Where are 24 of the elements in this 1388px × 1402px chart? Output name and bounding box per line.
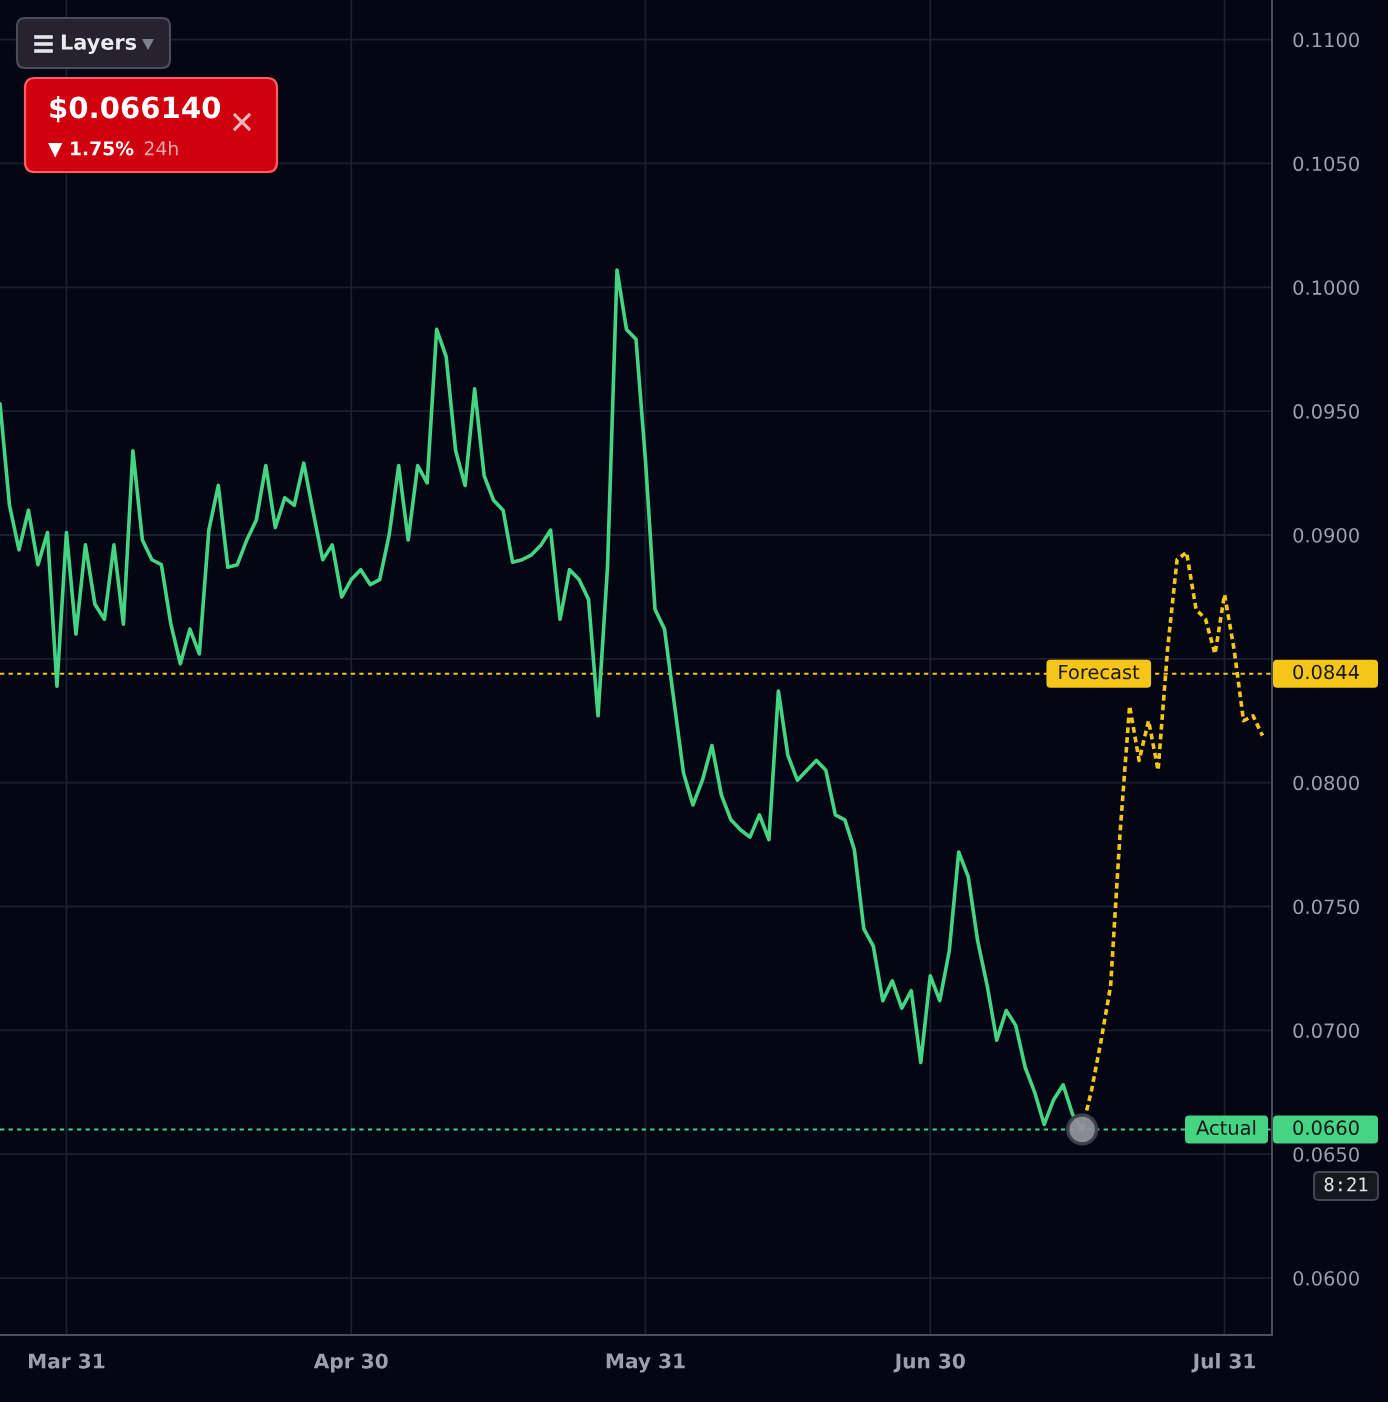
ref-line-label: Actual (1196, 1120, 1256, 1136)
y-tick-label: 0.0650 (1293, 1147, 1359, 1162)
annotation: 24h (144, 140, 178, 156)
x-tick-label: Apr 30 (313, 1353, 388, 1373)
ref-line-label: Forecast (1059, 664, 1140, 680)
annotation: ▼ 1.75% (48, 141, 134, 158)
text: 0.0660 (1293, 1120, 1359, 1136)
text: 0.0844 (1293, 664, 1359, 680)
y-tick-label: 0.0750 (1293, 899, 1359, 915)
x-tick-label: Mar 31 (29, 1353, 105, 1369)
y-tick-label: 0.1100 (1293, 32, 1359, 48)
x-tick-label: Jun 30 (893, 1353, 965, 1373)
y-tick-label: 0.0800 (1293, 775, 1359, 791)
y-tick-label: 0.1000 (1293, 280, 1359, 295)
y-tick-label: 0.1050 (1293, 156, 1359, 172)
y-tick-label: 0.0900 (1293, 527, 1359, 543)
x-tick-label: Jul 31 (1191, 1353, 1256, 1373)
y-tick-label: 0.0700 (1293, 1023, 1359, 1039)
annotation: Layers (61, 34, 137, 55)
y-tick-label: 0.0600 (1293, 1270, 1359, 1286)
text: 8:21 (1324, 1177, 1368, 1192)
x-tick-label: May 31 (606, 1353, 685, 1373)
annotation: $0.066140 (50, 95, 221, 123)
y-tick-label: 0.0950 (1293, 404, 1359, 419)
